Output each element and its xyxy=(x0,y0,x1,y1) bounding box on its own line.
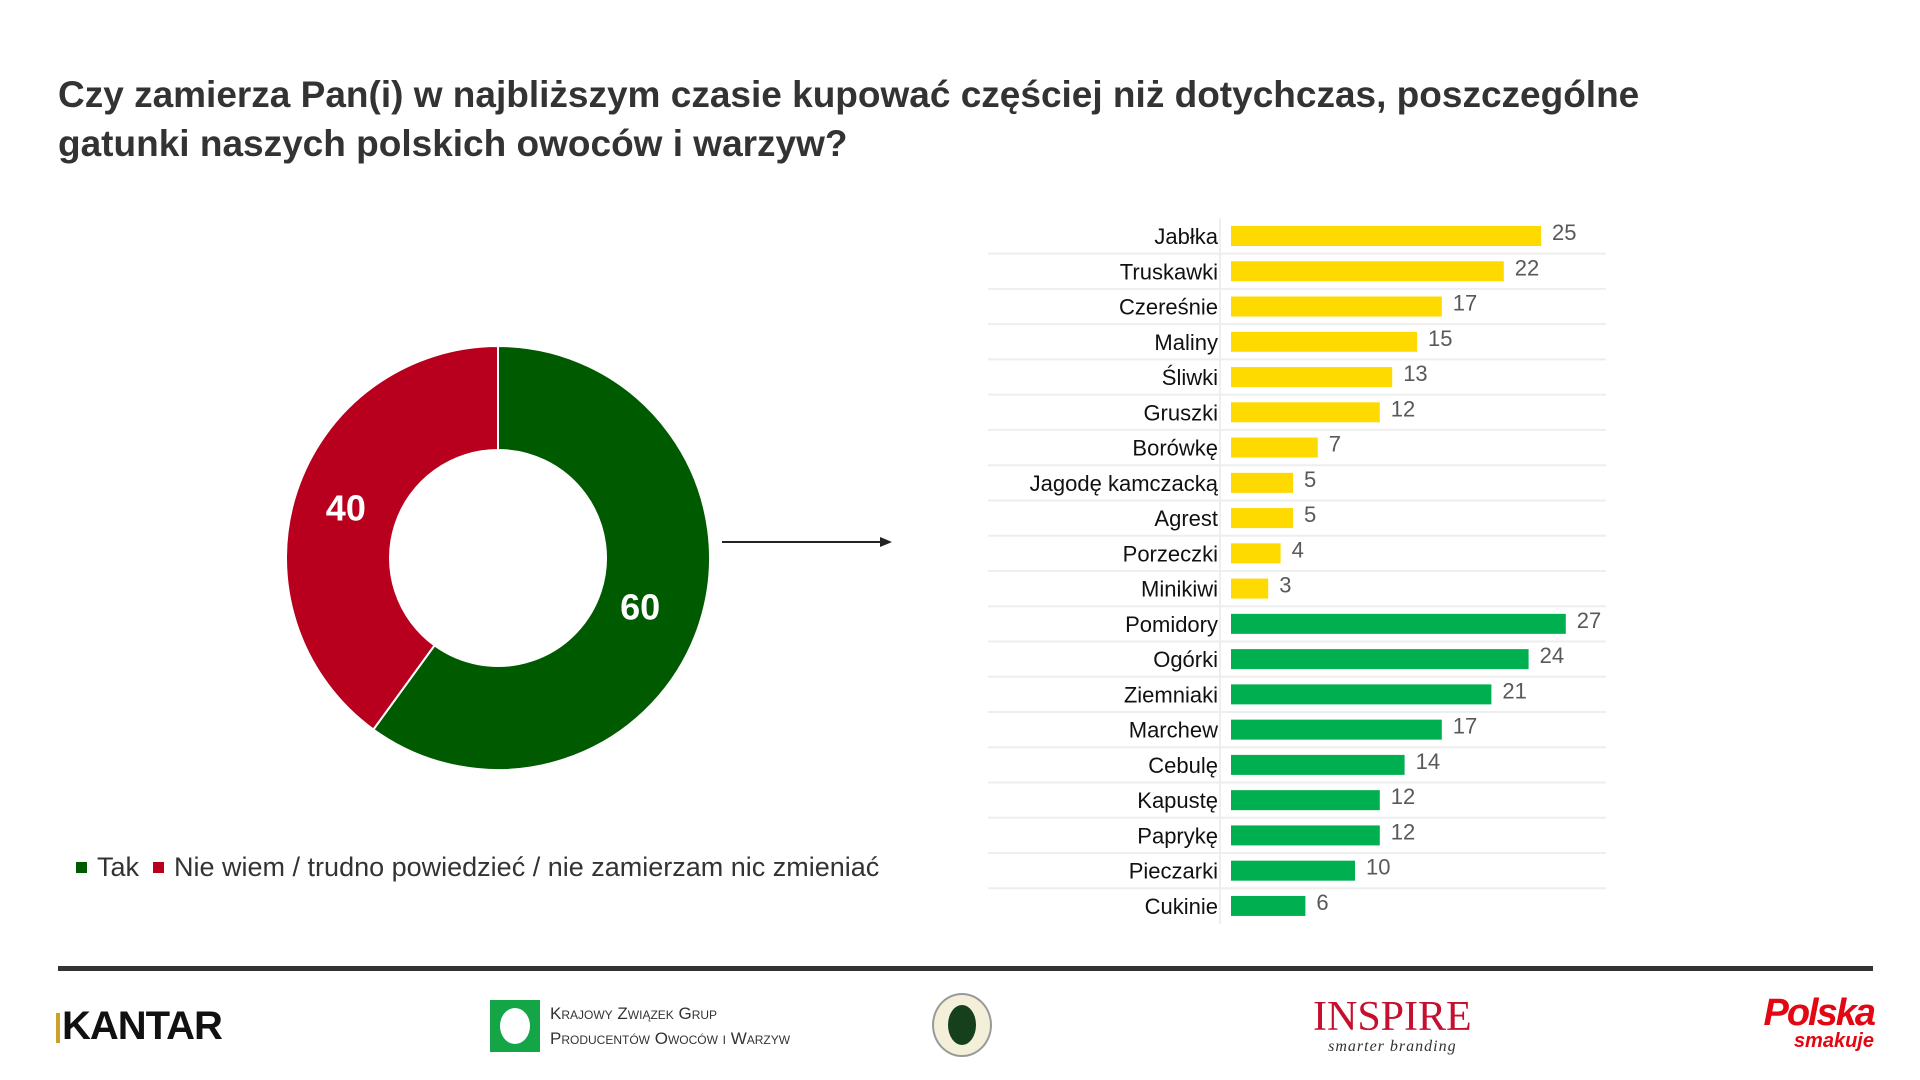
bar-fruit xyxy=(1231,331,1417,352)
inspire-tagline: smarter branding xyxy=(1328,1038,1457,1055)
bar-veg xyxy=(1231,860,1355,881)
category-label: Truskawki xyxy=(1120,259,1218,284)
kantar-logo: KANTAR xyxy=(56,1004,223,1049)
category-label: Pomidory xyxy=(1125,612,1218,637)
bar-veg xyxy=(1231,719,1442,740)
bar-value-label: 10 xyxy=(1366,855,1390,880)
category-label: Porzeczki xyxy=(1123,541,1218,566)
legend-label-tak: Tak xyxy=(97,852,140,882)
category-label: Jagodę kamczacką xyxy=(1030,471,1219,496)
bar-fruit xyxy=(1231,226,1541,246)
donut-legend: Tak Nie wiem / trudno powiedzieć / nie z… xyxy=(76,852,893,883)
bar-value-label: 7 xyxy=(1329,432,1341,457)
category-label: Maliny xyxy=(1154,330,1218,355)
title-line-2: gatunki naszych polskich owoców i warzyw… xyxy=(58,123,848,164)
category-label: Ziemniaki xyxy=(1124,682,1218,707)
bar-value-label: 17 xyxy=(1453,291,1477,316)
kzgpow-logo: Krajowy Związek Grup Producentów Owoców … xyxy=(490,1000,790,1052)
bar-value-label: 12 xyxy=(1391,819,1415,844)
bar-value-label: 3 xyxy=(1279,573,1291,598)
bar-value-label: 17 xyxy=(1453,714,1477,739)
bar-value-label: 4 xyxy=(1292,537,1304,562)
bar-value-label: 12 xyxy=(1391,396,1415,421)
legend-item-nie: Nie wiem / trudno powiedzieć / nie zamie… xyxy=(153,852,879,883)
arrow-head-icon xyxy=(880,537,892,547)
bar-value-label: 13 xyxy=(1403,361,1427,386)
bar-fruit xyxy=(1231,261,1504,282)
bar-veg xyxy=(1231,684,1492,705)
legend-swatch-tak xyxy=(76,862,87,873)
donut-data-label-nie: 40 xyxy=(326,488,366,529)
category-label: Marchew xyxy=(1129,718,1218,743)
slide-title: Czy zamierza Pan(i) w najbliższym czasie… xyxy=(58,70,1878,168)
category-label: Gruszki xyxy=(1143,400,1218,425)
bar-value-label: 5 xyxy=(1304,467,1316,492)
category-label: Borówkę xyxy=(1132,436,1218,461)
title-line-1: Czy zamierza Pan(i) w najbliższym czasie… xyxy=(58,74,1640,115)
bar-fruit xyxy=(1231,367,1393,388)
kantar-text: KANTAR xyxy=(62,1004,223,1048)
category-label: Śliwki xyxy=(1162,365,1218,390)
donut-chart: 60 40 xyxy=(285,344,892,771)
bar-value-label: 6 xyxy=(1316,890,1328,915)
category-label: Minikiwi xyxy=(1141,577,1218,602)
bar-veg xyxy=(1231,754,1405,775)
smakuje-text: smakuje xyxy=(1793,1030,1874,1052)
bar-fruit xyxy=(1231,578,1269,599)
bar-value-label: 12 xyxy=(1391,784,1415,809)
kzgpow-mark-icon xyxy=(490,1000,540,1052)
bar-value-label: 27 xyxy=(1577,608,1601,633)
category-label: Pieczarki xyxy=(1129,859,1218,884)
polska-text: Polska xyxy=(1763,992,1876,1034)
category-label: Paprykę xyxy=(1137,823,1218,848)
category-label: Agrest xyxy=(1154,506,1218,531)
legend-item-tak: Tak xyxy=(76,852,139,883)
legend-label-nie: Nie wiem / trudno powiedzieć / nie zamie… xyxy=(174,852,880,882)
bar-fruit xyxy=(1231,543,1281,564)
bar-fruit xyxy=(1231,472,1293,493)
bar-veg xyxy=(1231,895,1306,916)
kzgpow-line-2: Producentów Owoców i Warzyw xyxy=(550,1029,791,1048)
bar-value-label: 24 xyxy=(1540,643,1564,668)
bar-veg xyxy=(1231,613,1566,634)
category-label: Jabłka xyxy=(1154,224,1218,249)
donut-data-label-tak: 60 xyxy=(620,586,660,627)
legend-swatch-nie xyxy=(153,862,165,873)
bar-fruit xyxy=(1231,437,1318,458)
polska-smakuje-logo: Polska smakuje xyxy=(1748,992,1876,1052)
category-label: Czereśnie xyxy=(1119,295,1218,320)
bar-veg xyxy=(1231,825,1380,846)
bar-chart: Jabłka 25 Truskawki 22 Czereśnie 17 Maliny 15 Śl… xyxy=(988,218,1606,924)
category-label: Kapustę xyxy=(1137,788,1218,813)
bar-value-label: 15 xyxy=(1428,326,1452,351)
category-label: Cukinie xyxy=(1145,894,1218,919)
bar-fruit xyxy=(1231,402,1380,423)
inspire-logo: INSPIRE smarter branding xyxy=(1313,996,1472,1056)
footer-divider xyxy=(58,966,1873,971)
bar-fruit xyxy=(1231,296,1442,317)
donut-slice-tak xyxy=(371,344,711,771)
kzgpow-line-1: Krajowy Związek Grup xyxy=(550,1004,718,1023)
bar-value-label: 22 xyxy=(1515,255,1539,280)
bar-veg xyxy=(1231,649,1529,670)
ministry-seal-icon xyxy=(932,993,992,1057)
bar-veg xyxy=(1231,790,1380,811)
inspire-text: INSPIRE xyxy=(1313,994,1472,1040)
bar-value-label: 25 xyxy=(1552,220,1576,245)
bar-value-label: 5 xyxy=(1304,502,1316,527)
category-label: Ogórki xyxy=(1153,647,1218,672)
bar-fruit xyxy=(1231,508,1293,529)
category-label: Cebulę xyxy=(1148,753,1218,778)
bar-value-label: 21 xyxy=(1502,678,1526,703)
bar-value-label: 14 xyxy=(1416,749,1440,774)
donut-slice-nie xyxy=(285,344,499,731)
